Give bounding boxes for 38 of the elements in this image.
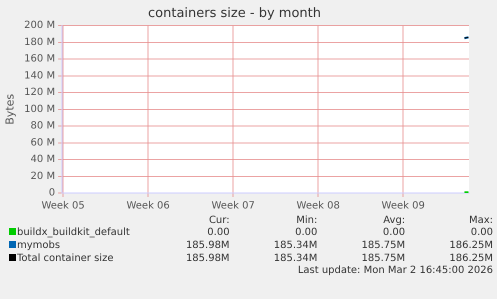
text: Max:: [468, 215, 494, 226]
chart-title: containers size - by month: [148, 6, 321, 22]
text: 186.25M: [448, 252, 494, 265]
y-axis-title: Bytes: [3, 94, 16, 125]
text: 0.00: [206, 226, 231, 239]
x-tick-label: Week 09: [382, 200, 425, 212]
text: 185.75M: [360, 252, 406, 265]
text: 0.00: [470, 226, 494, 239]
y-tick-label: 60 M: [30, 137, 56, 148]
text: Cur:: [208, 215, 231, 226]
y-tick-label: 20 M: [30, 170, 56, 182]
text: 185.98M: [184, 252, 231, 265]
text: 186.25M: [448, 239, 494, 252]
y-tick-label: 120 M: [24, 87, 56, 98]
y-tick-label: 80 M: [30, 120, 56, 132]
x-tick-label: Week 08: [296, 200, 340, 212]
text: 185.75M: [360, 239, 406, 252]
y-tick-label: 0: [48, 188, 56, 199]
x-tick-label: Week 07: [212, 200, 255, 212]
text: Avg:: [382, 215, 406, 226]
x-tick-label: Week 06: [126, 200, 170, 212]
y-tick-label: 160 M: [24, 54, 56, 65]
legend-label: buildx_buildkit_default: [16, 226, 131, 239]
legend-label: Total container size: [16, 252, 114, 265]
y-tick-label: 200 M: [24, 20, 56, 32]
y-tick-label: 140 M: [24, 70, 56, 82]
y-tick-label: 100 M: [24, 104, 56, 115]
x-tick-label: Week 05: [41, 200, 85, 212]
text: 0.00: [294, 226, 318, 239]
text: 0.00: [382, 226, 406, 239]
text: Last update: Mon Mar 2 16:45:00 2026: [296, 265, 494, 276]
text: 185.34M: [272, 239, 318, 252]
text: Min:: [295, 215, 318, 226]
text: 185.98M: [184, 239, 231, 252]
y-tick-label: 180 M: [24, 36, 56, 48]
text: 185.34M: [272, 252, 318, 265]
legend-label: mymobs: [16, 239, 62, 252]
y-tick-label: 40 M: [30, 154, 56, 166]
